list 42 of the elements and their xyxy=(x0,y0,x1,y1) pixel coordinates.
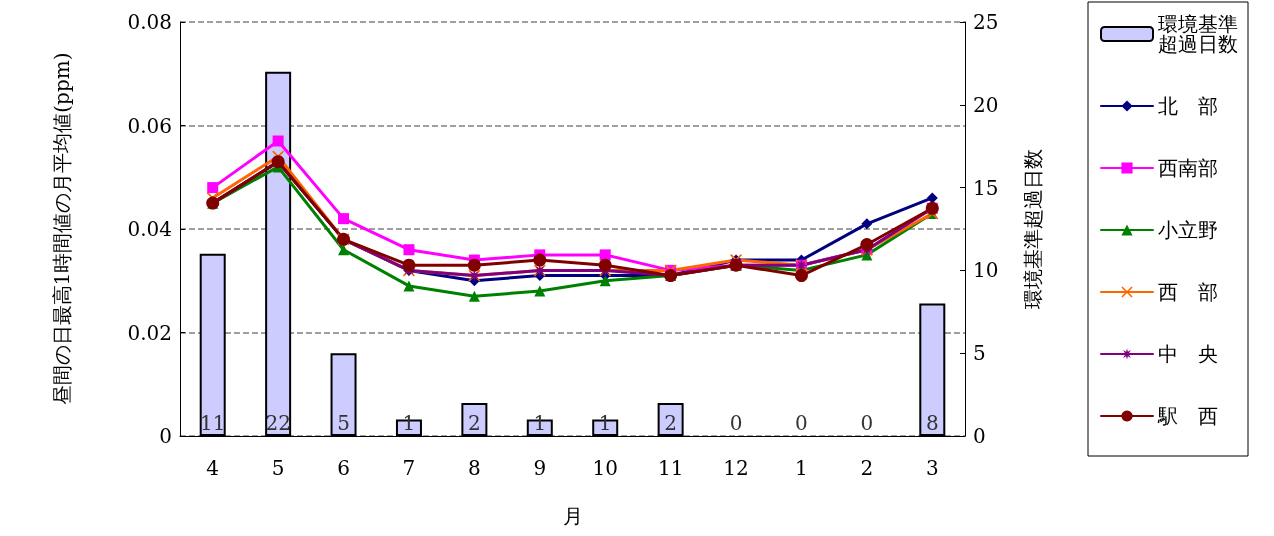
x-tick-label: 11 xyxy=(657,456,684,480)
x-tick-label: 9 xyxy=(533,456,547,480)
y-tick-label: 0.02 xyxy=(127,320,172,345)
data-label: 2 xyxy=(468,411,481,435)
y2-axis-title: 環境基準超過日数 xyxy=(1021,149,1045,309)
legend-label: 小立野 xyxy=(1158,218,1218,242)
x-tick-label: 3 xyxy=(925,456,939,480)
x-tick-label: 5 xyxy=(271,456,285,480)
data-label: 22 xyxy=(265,411,291,435)
y2-tick-label: 25 xyxy=(973,10,999,34)
x-tick-label: 12 xyxy=(723,456,749,480)
data-label: 8 xyxy=(925,411,939,435)
legend-label: 環境基準超過日数 xyxy=(1158,12,1238,56)
y2-tick-label: 10 xyxy=(973,258,999,283)
y2-tick-label: 0 xyxy=(973,424,986,448)
y-axis-title: 昼間の日最高1時間値の月平均値(ppm) xyxy=(50,52,74,406)
data-label: 11 xyxy=(199,411,226,435)
x-tick-label: 7 xyxy=(402,456,416,480)
x-axis-title: 月 xyxy=(562,504,583,528)
x-tick-label: 10 xyxy=(592,456,618,480)
y-tick-label: 0.04 xyxy=(127,217,172,241)
data-label: 5 xyxy=(337,411,350,435)
y-tick-label: 0 xyxy=(159,424,172,448)
x-tick-label: 1 xyxy=(795,456,808,480)
data-label: 0 xyxy=(795,411,808,435)
y2-tick-label: 20 xyxy=(973,92,999,117)
legend-label: 中 央 xyxy=(1158,342,1218,366)
y-tick-label: 0.06 xyxy=(127,113,172,138)
data-label: 0 xyxy=(729,411,743,435)
legend-label: 西南部 xyxy=(1158,156,1218,180)
legend-label: 北 部 xyxy=(1158,94,1218,118)
y2-tick-label: 15 xyxy=(973,175,999,200)
y-tick-label: 0.08 xyxy=(127,10,172,34)
x-tick-label: 6 xyxy=(337,456,350,480)
data-label: 0 xyxy=(860,411,874,435)
x-tick-label: 4 xyxy=(206,456,220,480)
x-tick-label: 2 xyxy=(860,456,874,480)
y2-tick-label: 5 xyxy=(973,341,986,366)
legend-label: 西 部 xyxy=(1158,280,1218,304)
legend-label: 駅 西 xyxy=(1157,404,1218,428)
data-label: 2 xyxy=(664,411,677,435)
x-tick-label: 8 xyxy=(468,456,481,480)
